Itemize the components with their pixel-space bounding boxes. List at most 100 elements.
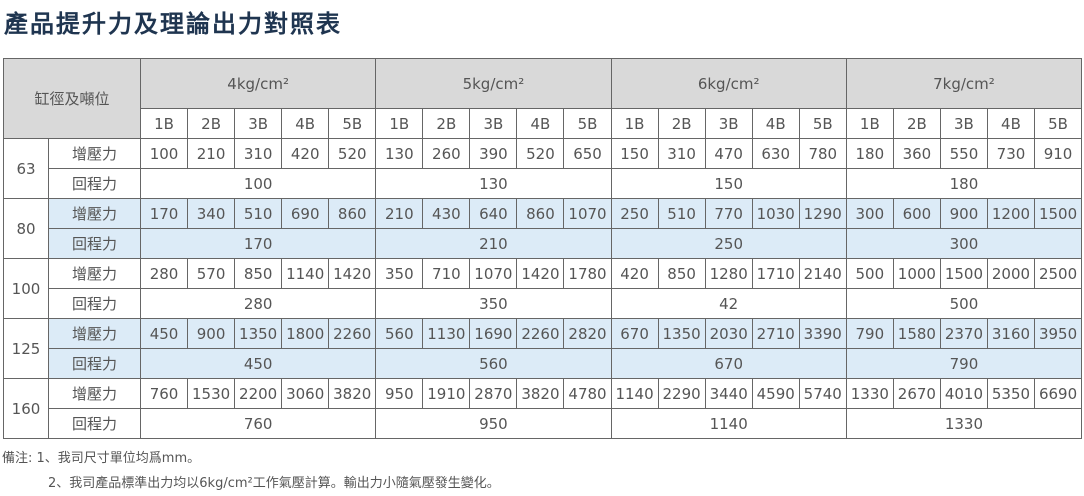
boost-value: 560 — [375, 318, 424, 349]
boost-value: 2370 — [939, 318, 988, 349]
boost-value: 350 — [375, 258, 424, 289]
boost-value: 2290 — [657, 378, 706, 409]
boost-value: 860 — [328, 198, 377, 229]
boost-value: 550 — [939, 138, 988, 169]
boost-value: 510 — [657, 198, 706, 229]
boost-value: 420 — [610, 258, 659, 289]
stage-header: 5B — [798, 108, 847, 139]
boost-label: 增壓力 — [47, 138, 142, 169]
boost-value: 2670 — [892, 378, 941, 409]
stage-header: 4B — [281, 108, 330, 139]
stage-header: 2B — [422, 108, 471, 139]
boost-value: 600 — [892, 198, 941, 229]
boost-value: 520 — [516, 138, 565, 169]
table-row: 80 增壓力 170 340 510 690 860 210 430 640 860 1070 250 5… — [3, 198, 1083, 259]
pressure-header: 5kg/cm² — [375, 58, 612, 109]
return-value: 560 — [375, 348, 612, 379]
boost-value: 630 — [751, 138, 800, 169]
page-title: 產品提升力及理論出力對照表 — [4, 10, 342, 38]
boost-value: 730 — [986, 138, 1036, 169]
boost-value: 3390 — [798, 318, 847, 349]
return-value: 180 — [845, 168, 1083, 199]
pressure-header: 7kg/cm² — [845, 58, 1083, 109]
boost-value: 1000 — [892, 258, 941, 289]
boost-value: 3440 — [704, 378, 753, 409]
boost-value: 1070 — [563, 198, 612, 229]
boost-value: 570 — [187, 258, 236, 289]
boost-value: 130 — [375, 138, 424, 169]
boost-value: 6690 — [1033, 378, 1083, 409]
stage-header: 2B — [187, 108, 236, 139]
boost-value: 1710 — [751, 258, 800, 289]
stage-header: 2B — [657, 108, 706, 139]
boost-value: 1280 — [704, 258, 753, 289]
boost-value: 910 — [1033, 138, 1083, 169]
boost-value: 2870 — [469, 378, 518, 409]
return-value: 250 — [610, 228, 847, 259]
boost-value: 640 — [469, 198, 518, 229]
boost-value: 1500 — [1033, 198, 1083, 229]
stage-header: 1B — [845, 108, 894, 139]
stage-header: 4B — [751, 108, 800, 139]
boost-value: 4590 — [751, 378, 800, 409]
boost-value: 500 — [845, 258, 894, 289]
boost-value: 2260 — [516, 318, 565, 349]
bore-size: 63 — [3, 138, 49, 199]
boost-value: 5350 — [986, 378, 1036, 409]
return-value: 280 — [140, 288, 377, 319]
notes: 備注: 1、我司尺寸單位均爲mm。 2、我司產品標準出力均以6kg/cm²工作氣… — [2, 446, 500, 496]
boost-value: 4010 — [939, 378, 988, 409]
boost-value: 860 — [516, 198, 565, 229]
return-value: 500 — [845, 288, 1083, 319]
boost-label: 增壓力 — [47, 318, 142, 349]
boost-value: 210 — [375, 198, 424, 229]
boost-value: 1420 — [516, 258, 565, 289]
return-label: 回程力 — [47, 228, 142, 259]
return-value: 670 — [610, 348, 847, 379]
bore-size: 125 — [3, 318, 49, 379]
boost-value: 1350 — [234, 318, 283, 349]
return-value: 170 — [140, 228, 377, 259]
return-value: 130 — [375, 168, 612, 199]
stage-header: 4B — [986, 108, 1036, 139]
boost-value: 850 — [657, 258, 706, 289]
boost-value: 900 — [187, 318, 236, 349]
boost-value: 420 — [281, 138, 330, 169]
boost-value: 250 — [610, 198, 659, 229]
boost-value: 1140 — [281, 258, 330, 289]
boost-value: 520 — [328, 138, 377, 169]
boost-value: 310 — [657, 138, 706, 169]
boost-value: 1330 — [845, 378, 894, 409]
boost-value: 770 — [704, 198, 753, 229]
boost-value: 2820 — [563, 318, 612, 349]
return-value: 350 — [375, 288, 612, 319]
return-value: 42 — [610, 288, 847, 319]
bore-size: 160 — [3, 378, 49, 439]
table-row: 125 增壓力 450 900 1350 1800 2260 560 1130 1690 2260 2… — [3, 318, 1083, 379]
return-label: 回程力 — [47, 288, 142, 319]
stage-header: 3B — [234, 108, 283, 139]
return-value: 760 — [140, 408, 377, 439]
boost-value: 3950 — [1033, 318, 1083, 349]
stage-header: 5B — [328, 108, 377, 139]
boost-value: 1290 — [798, 198, 847, 229]
boost-value: 2200 — [234, 378, 283, 409]
table-row: 回程力 450 560 670 790 — [4, 348, 1083, 379]
stage-header: 3B — [939, 108, 988, 139]
boost-value: 670 — [610, 318, 659, 349]
table-row: 160 增壓力 760 1530 2200 3060 3820 950 1910 2870 3820… — [3, 378, 1083, 439]
boost-value: 180 — [845, 138, 894, 169]
pressure-header: 6kg/cm² — [610, 58, 847, 109]
return-value: 150 — [610, 168, 847, 199]
boost-value: 300 — [845, 198, 894, 229]
boost-value: 430 — [422, 198, 471, 229]
boost-value: 1500 — [939, 258, 988, 289]
return-value: 1330 — [845, 408, 1083, 439]
boost-value: 3820 — [516, 378, 565, 409]
boost-value: 1690 — [469, 318, 518, 349]
return-value: 300 — [845, 228, 1083, 259]
boost-value: 3060 — [281, 378, 330, 409]
boost-value: 310 — [234, 138, 283, 169]
boost-value: 100 — [140, 138, 189, 169]
return-value: 790 — [845, 348, 1083, 379]
